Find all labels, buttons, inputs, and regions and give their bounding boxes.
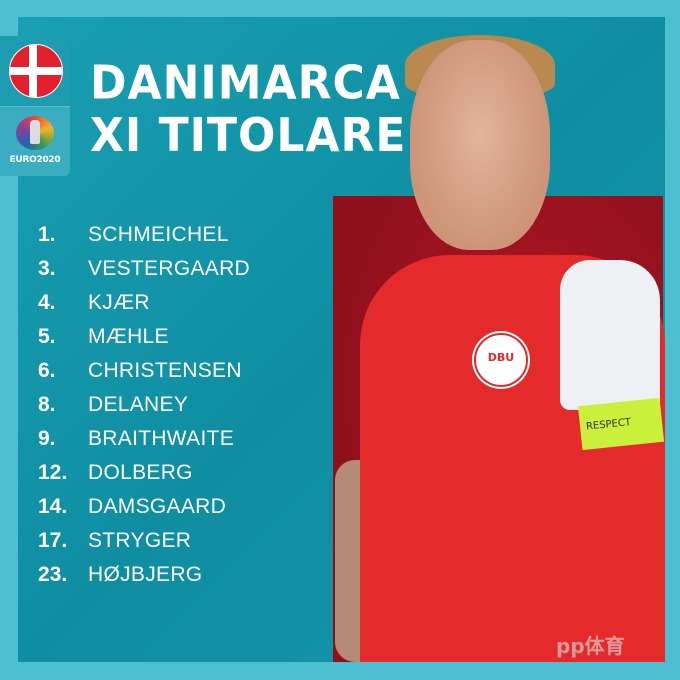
player-name: VESTERGAARD <box>88 257 250 280</box>
player-number: 14. <box>38 495 68 518</box>
lineup-row: 1. SCHMEICHEL <box>38 218 250 252</box>
lineup-row: 14. DAMSGAARD <box>38 490 250 524</box>
lineup-row: 23. HØJBJERG <box>38 558 250 592</box>
player-name: HØJBJERG <box>88 563 203 586</box>
euro2020-logo-text: EURO2020 <box>9 155 61 165</box>
player-name: DOLBERG <box>88 461 193 484</box>
lineup-row: 5. MÆHLE <box>38 320 250 354</box>
lineup-row: 8. DELANEY <box>38 388 250 422</box>
page-title: DANIMARCA XI TITOLARE <box>90 56 407 163</box>
player-number: 17. <box>38 529 68 552</box>
title-line-2: XI TITOLARE <box>90 108 407 163</box>
player-name: BRAITHWAITE <box>88 427 235 450</box>
player-number: 1. <box>38 223 56 246</box>
lineup-row: 4. KJÆR <box>38 286 250 320</box>
player-name: CHRISTENSEN <box>88 359 242 382</box>
player-number: 23. <box>38 563 68 586</box>
player-name: SCHMEICHEL <box>88 223 229 246</box>
player-name: MÆHLE <box>88 325 169 348</box>
title-line-1: DANIMARCA <box>90 56 401 110</box>
lineup-row: 17. STRYGER <box>38 524 250 558</box>
player-name: STRYGER <box>88 529 192 552</box>
player-name: DAMSGAARD <box>88 495 227 518</box>
captain-armband: RESPECT <box>577 397 665 451</box>
player-number: 8. <box>38 393 56 416</box>
watermark-logo: pp体育 <box>556 634 625 658</box>
player-number: 3. <box>38 257 56 280</box>
lineup-row: 6. CHRISTENSEN <box>38 354 250 388</box>
euro-trophy-icon <box>16 116 54 150</box>
player-number: 6. <box>38 359 56 382</box>
lineup-row: 3. VESTERGAARD <box>38 252 250 286</box>
player-number: 12. <box>38 461 68 484</box>
player-number: 5. <box>38 325 56 348</box>
player-name: DELANEY <box>88 393 189 416</box>
player-number: 9. <box>38 427 56 450</box>
denmark-flag-icon <box>9 44 63 98</box>
player-name: KJÆR <box>88 291 150 314</box>
lineup-row: 12. DOLBERG <box>38 456 250 490</box>
lineup-list: 1. SCHMEICHEL 3. VESTERGAARD 4. KJÆR 5. MÆHLE 6.… <box>38 218 250 592</box>
team-badge: EURO2020 <box>0 36 70 176</box>
lineup-row: 9. BRAITHWAITE <box>38 422 250 456</box>
player-number: 4. <box>38 291 56 314</box>
dbu-crest-icon: DBU <box>474 333 528 387</box>
